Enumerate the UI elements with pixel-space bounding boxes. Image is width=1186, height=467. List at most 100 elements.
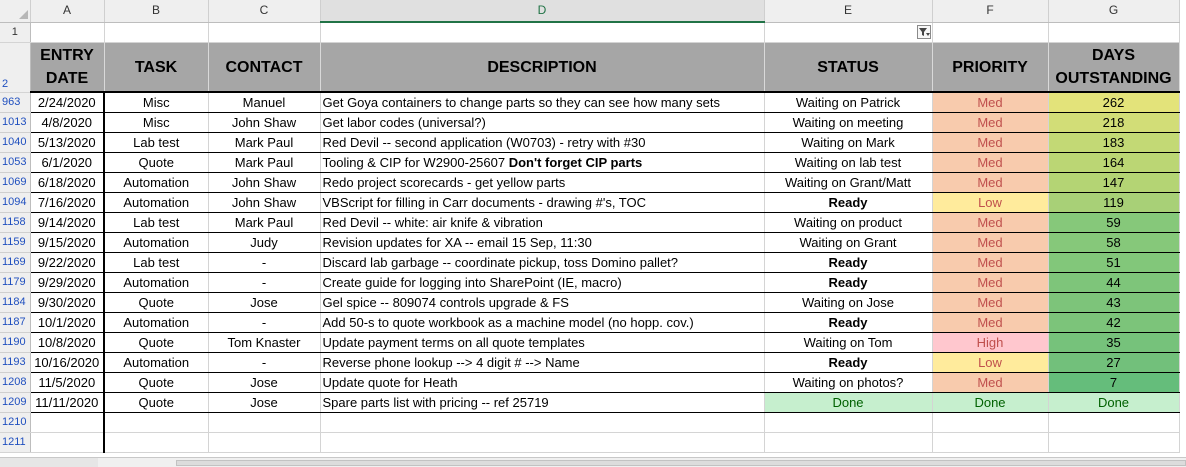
row-header[interactable]: 1184 bbox=[0, 292, 31, 313]
entry-date-cell[interactable]: 11/11/2020 bbox=[30, 392, 105, 413]
empty-cell[interactable] bbox=[320, 412, 765, 433]
empty-cell[interactable] bbox=[104, 22, 209, 43]
description-cell[interactable]: Create guide for logging into SharePoint… bbox=[320, 272, 765, 293]
days-outstanding-cell[interactable]: 119 bbox=[1048, 192, 1180, 213]
contact-cell[interactable]: John Shaw bbox=[208, 172, 321, 193]
column-header[interactable]: E bbox=[764, 0, 933, 23]
empty-cell[interactable] bbox=[208, 412, 321, 433]
empty-cell[interactable] bbox=[104, 432, 209, 453]
entry-date-cell[interactable]: 7/16/2020 bbox=[30, 192, 105, 213]
days-outstanding-cell[interactable]: Done bbox=[1048, 392, 1180, 413]
entry-date-cell[interactable]: 10/8/2020 bbox=[30, 332, 105, 353]
row-header[interactable]: 1187 bbox=[0, 312, 31, 333]
row-header[interactable]: 1193 bbox=[0, 352, 31, 373]
row-header[interactable]: 1 bbox=[0, 22, 31, 43]
row-header[interactable]: 1040 bbox=[0, 132, 31, 153]
entry-date-cell[interactable]: 9/22/2020 bbox=[30, 252, 105, 273]
row-header[interactable]: 1208 bbox=[0, 372, 31, 393]
days-outstanding-cell[interactable]: 164 bbox=[1048, 152, 1180, 173]
empty-cell[interactable] bbox=[208, 432, 321, 453]
header-description[interactable]: DESCRIPTION bbox=[320, 42, 765, 93]
status-cell[interactable]: Ready bbox=[764, 272, 933, 293]
row-header[interactable]: 1069 bbox=[0, 172, 31, 193]
description-cell[interactable]: Add 50-s to quote workbook as a machine … bbox=[320, 312, 765, 333]
contact-cell[interactable]: Judy bbox=[208, 232, 321, 253]
select-all-corner[interactable] bbox=[0, 0, 30, 21]
task-cell[interactable]: Automation bbox=[104, 172, 209, 193]
priority-cell[interactable]: Low bbox=[932, 352, 1049, 373]
days-outstanding-cell[interactable]: 51 bbox=[1048, 252, 1180, 273]
entry-date-cell[interactable]: 2/24/2020 bbox=[30, 92, 105, 113]
description-cell[interactable]: Reverse phone lookup --> 4 digit # --> N… bbox=[320, 352, 765, 373]
empty-cell[interactable] bbox=[764, 412, 933, 433]
description-cell[interactable]: Redo project scorecards - get yellow par… bbox=[320, 172, 765, 193]
row-header[interactable]: 1209 bbox=[0, 392, 31, 413]
row-header[interactable]: 1159 bbox=[0, 232, 31, 253]
status-cell[interactable]: Ready bbox=[764, 192, 933, 213]
days-outstanding-cell[interactable]: 44 bbox=[1048, 272, 1180, 293]
days-outstanding-cell[interactable]: 42 bbox=[1048, 312, 1180, 333]
priority-cell[interactable]: Med bbox=[932, 92, 1049, 113]
row-header[interactable]: 1053 bbox=[0, 152, 31, 173]
status-cell[interactable]: Waiting on Grant/Matt bbox=[764, 172, 933, 193]
status-cell[interactable]: Waiting on Grant bbox=[764, 232, 933, 253]
entry-date-cell[interactable]: 9/30/2020 bbox=[30, 292, 105, 313]
description-cell[interactable]: Discard lab garbage -- coordinate pickup… bbox=[320, 252, 765, 273]
task-cell[interactable]: Quote bbox=[104, 392, 209, 413]
entry-date-cell[interactable]: 9/15/2020 bbox=[30, 232, 105, 253]
days-outstanding-cell[interactable]: 183 bbox=[1048, 132, 1180, 153]
entry-date-cell[interactable]: 9/14/2020 bbox=[30, 212, 105, 233]
description-cell[interactable]: VBScript for filling in Carr documents -… bbox=[320, 192, 765, 213]
status-cell[interactable]: Ready bbox=[764, 312, 933, 333]
entry-date-cell[interactable]: 10/1/2020 bbox=[30, 312, 105, 333]
contact-cell[interactable]: Jose bbox=[208, 372, 321, 393]
days-outstanding-cell[interactable]: 59 bbox=[1048, 212, 1180, 233]
column-header[interactable]: A bbox=[30, 0, 105, 23]
empty-cell[interactable] bbox=[1048, 432, 1180, 453]
task-cell[interactable]: Misc bbox=[104, 112, 209, 133]
row-header[interactable]: 1190 bbox=[0, 332, 31, 353]
description-cell[interactable]: Gel spice -- 809074 controls upgrade & F… bbox=[320, 292, 765, 313]
priority-cell[interactable]: Med bbox=[932, 292, 1049, 313]
empty-cell[interactable] bbox=[764, 22, 933, 43]
priority-cell[interactable]: Med bbox=[932, 152, 1049, 173]
priority-cell[interactable]: Med bbox=[932, 212, 1049, 233]
description-cell[interactable]: Red Devil -- white: air knife & vibratio… bbox=[320, 212, 765, 233]
status-cell[interactable]: Waiting on meeting bbox=[764, 112, 933, 133]
empty-cell[interactable] bbox=[932, 432, 1049, 453]
sheet-tab-strip[interactable] bbox=[0, 458, 98, 467]
status-cell[interactable]: Waiting on Jose bbox=[764, 292, 933, 313]
contact-cell[interactable]: - bbox=[208, 252, 321, 273]
task-cell[interactable]: Lab test bbox=[104, 132, 209, 153]
task-cell[interactable]: Lab test bbox=[104, 252, 209, 273]
status-cell[interactable]: Waiting on Patrick bbox=[764, 92, 933, 113]
task-cell[interactable]: Quote bbox=[104, 152, 209, 173]
entry-date-cell[interactable]: 9/29/2020 bbox=[30, 272, 105, 293]
description-cell[interactable]: Tooling & CIP for W2900-25607 Don't forg… bbox=[320, 152, 765, 173]
task-cell[interactable]: Misc bbox=[104, 92, 209, 113]
entry-date-cell[interactable]: 4/8/2020 bbox=[30, 112, 105, 133]
empty-cell[interactable] bbox=[208, 22, 321, 43]
column-header[interactable]: D bbox=[320, 0, 765, 23]
days-outstanding-cell[interactable]: 27 bbox=[1048, 352, 1180, 373]
column-header[interactable]: C bbox=[208, 0, 321, 23]
filter-icon[interactable] bbox=[917, 25, 931, 39]
description-cell[interactable]: Update quote for Heath bbox=[320, 372, 765, 393]
priority-cell[interactable]: Med bbox=[932, 132, 1049, 153]
horizontal-scrollbar[interactable] bbox=[176, 460, 1186, 466]
header-status[interactable]: STATUS bbox=[764, 42, 933, 93]
contact-cell[interactable]: John Shaw bbox=[208, 192, 321, 213]
description-cell[interactable]: Get Goya containers to change parts so t… bbox=[320, 92, 765, 113]
priority-cell[interactable]: Med bbox=[932, 272, 1049, 293]
header-priority[interactable]: PRIORITY bbox=[932, 42, 1049, 93]
priority-cell[interactable]: Med bbox=[932, 372, 1049, 393]
priority-cell[interactable]: Med bbox=[932, 232, 1049, 253]
row-header[interactable]: 963 bbox=[0, 92, 31, 113]
column-header[interactable]: B bbox=[104, 0, 209, 23]
description-cell[interactable]: Revision updates for XA -- email 15 Sep,… bbox=[320, 232, 765, 253]
task-cell[interactable]: Automation bbox=[104, 232, 209, 253]
task-cell[interactable]: Automation bbox=[104, 272, 209, 293]
status-cell[interactable]: Waiting on product bbox=[764, 212, 933, 233]
priority-cell[interactable]: Done bbox=[932, 392, 1049, 413]
days-outstanding-cell[interactable]: 43 bbox=[1048, 292, 1180, 313]
